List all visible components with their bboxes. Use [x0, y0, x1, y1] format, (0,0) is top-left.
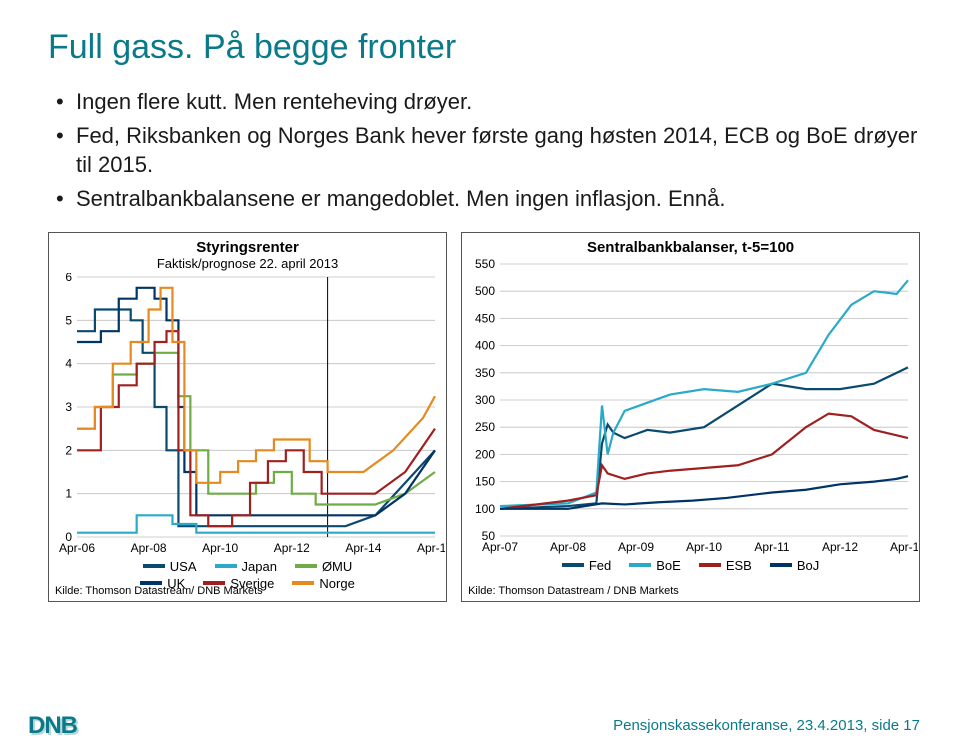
svg-text:Apr-10: Apr-10: [202, 541, 238, 555]
right-chart-title: Sentralbankbalanser, t-5=100: [462, 239, 919, 256]
svg-text:400: 400: [475, 338, 495, 352]
bullet-list: Ingen flere kutt. Men renteheving drøyer…: [48, 87, 920, 214]
svg-text:Apr-07: Apr-07: [482, 540, 518, 554]
bullet-item: Ingen flere kutt. Men renteheving drøyer…: [56, 87, 920, 117]
svg-text:350: 350: [475, 366, 495, 380]
legend-item: BoJ: [770, 558, 819, 573]
legend-item: ØMU: [295, 559, 352, 574]
legend-item: Japan: [215, 559, 277, 574]
legend-item: Norge: [292, 576, 354, 591]
svg-text:2: 2: [65, 443, 72, 457]
svg-text:Apr-13: Apr-13: [890, 540, 918, 554]
svg-text:500: 500: [475, 284, 495, 298]
svg-text:5: 5: [65, 313, 72, 327]
left-chart-svg: 0123456Apr-06Apr-08Apr-10Apr-12Apr-14Apr…: [49, 273, 445, 557]
left-chart-title: Styringsrenter: [49, 239, 446, 256]
right-chart-legend: Fed BoE ESB BoJ: [462, 558, 919, 573]
svg-text:Apr-11: Apr-11: [754, 540, 789, 554]
svg-text:200: 200: [475, 447, 495, 461]
left-chart: Styringsrenter Faktisk/prognose 22. apri…: [48, 232, 447, 602]
dnb-logo: DNB: [28, 712, 77, 740]
right-chart-svg: 50100150200250300350400450500550Apr-07Ap…: [462, 256, 918, 556]
svg-text:Apr-12: Apr-12: [274, 541, 310, 555]
svg-text:Apr-09: Apr-09: [618, 540, 654, 554]
svg-text:300: 300: [475, 393, 495, 407]
svg-text:250: 250: [475, 420, 495, 434]
bullet-item: Fed, Riksbanken og Norges Bank hever før…: [56, 121, 920, 180]
svg-text:450: 450: [475, 311, 495, 325]
legend-item: BoE: [629, 558, 681, 573]
left-chart-subtitle: Faktisk/prognose 22. april 2013: [49, 256, 446, 271]
svg-text:Apr-10: Apr-10: [686, 540, 722, 554]
svg-text:6: 6: [65, 273, 72, 284]
svg-text:Apr-06: Apr-06: [59, 541, 95, 555]
legend-item: ESB: [699, 558, 752, 573]
svg-text:1: 1: [65, 486, 72, 500]
right-chart-source: Kilde: Thomson Datastream / DNB Markets: [468, 585, 679, 597]
svg-text:3: 3: [65, 400, 72, 414]
svg-text:100: 100: [475, 502, 495, 516]
bullet-item: Sentralbankbalansene er mangedoblet. Men…: [56, 184, 920, 214]
right-chart: Sentralbankbalanser, t-5=100 50100150200…: [461, 232, 920, 602]
charts-row: Styringsrenter Faktisk/prognose 22. apri…: [48, 232, 920, 602]
svg-text:Apr-08: Apr-08: [131, 541, 167, 555]
left-chart-source: Kilde: Thomson Datastream/ DNB Markets: [55, 585, 263, 597]
svg-text:Apr-12: Apr-12: [822, 540, 858, 554]
slide-title: Full gass. På begge fronter: [48, 28, 920, 67]
svg-text:Apr-16: Apr-16: [417, 541, 445, 555]
svg-text:150: 150: [475, 474, 495, 488]
slide-footer: Pensjonskassekonferanse, 23.4.2013, side…: [613, 717, 920, 734]
svg-text:550: 550: [475, 257, 495, 271]
legend-item: Fed: [562, 558, 611, 573]
svg-text:Apr-14: Apr-14: [345, 541, 381, 555]
svg-text:4: 4: [65, 356, 72, 370]
svg-text:Apr-08: Apr-08: [550, 540, 586, 554]
legend-item: USA: [143, 559, 197, 574]
